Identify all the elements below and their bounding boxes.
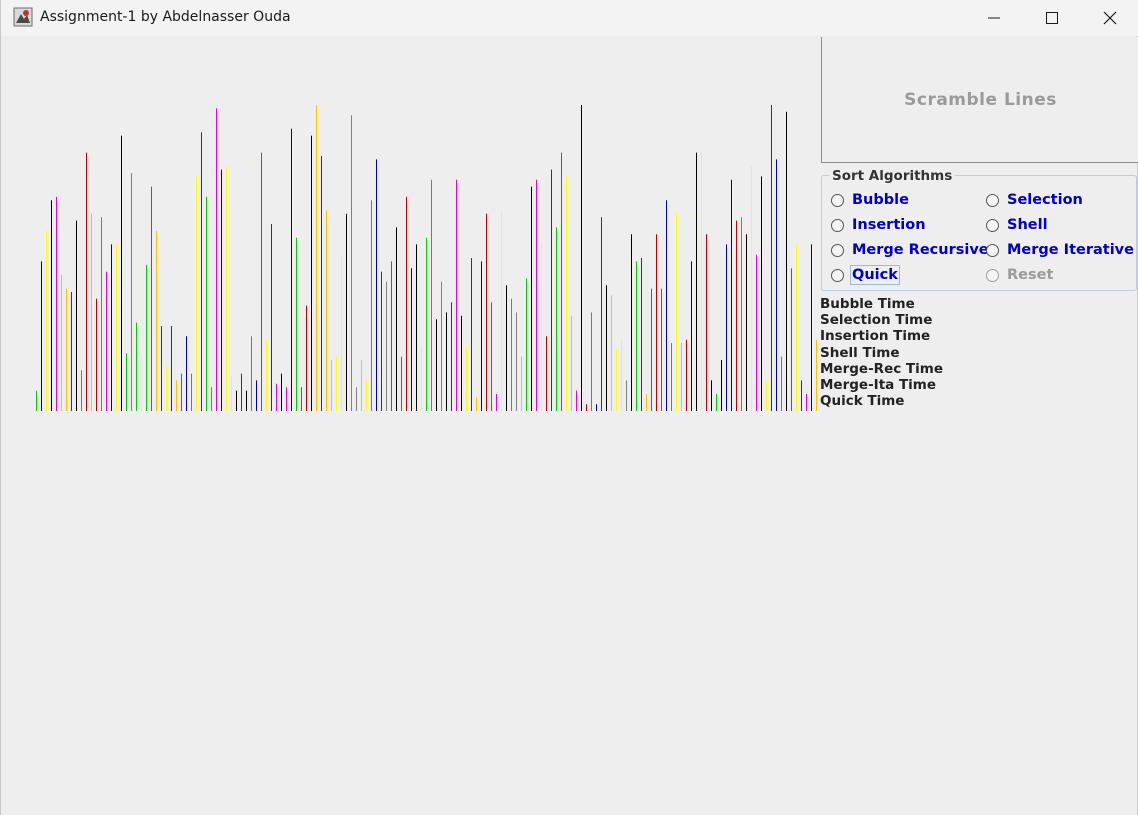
radio-label-reset: Reset: [1007, 267, 1054, 283]
radio-circle[interactable]: [831, 193, 844, 207]
radio-circle[interactable]: [831, 218, 844, 232]
close-button[interactable]: [1081, 0, 1138, 36]
selection-time-label: Selection Time: [820, 312, 933, 329]
scramble-lines-button[interactable]: Scramble Lines: [821, 37, 1138, 163]
radio-label-bubble: Bubble: [852, 192, 909, 208]
minimize-icon: [988, 17, 1000, 19]
radio-circle[interactable]: [986, 193, 999, 207]
radio-label-shell: Shell: [1007, 217, 1048, 233]
lines-canvas: [5, 36, 820, 811]
radio-reset: Reset: [986, 267, 1053, 283]
title-bar[interactable]: Assignment-1 by Abdelnasser Ouda: [1, 0, 1138, 36]
merge-rec-time-label: Merge-Rec Time: [820, 360, 943, 377]
radio-merge-iterative[interactable]: Merge Iterative: [986, 242, 1134, 258]
window-title: Assignment-1 by Abdelnasser Ouda: [40, 9, 291, 25]
merge-ita-time-label: Merge-Ita Time: [820, 377, 937, 394]
lines-plot: [36, 105, 817, 411]
radio-label-insertion: Insertion: [852, 217, 926, 233]
radio-insertion[interactable]: Insertion: [831, 217, 926, 233]
radio-selection[interactable]: Selection: [986, 192, 1083, 208]
scramble-lines-label: Scramble Lines: [904, 89, 1057, 110]
times-list: Bubble Time Selection Time Insertion Tim…: [820, 296, 943, 409]
radio-label-merge-iterative: Merge Iterative: [1007, 242, 1134, 258]
radio-quick[interactable]: Quick: [831, 265, 900, 285]
radio-circle[interactable]: [986, 218, 999, 232]
sort-algorithms-legend: Sort Algorithms: [829, 168, 956, 184]
sort-algorithms-panel: [821, 175, 1137, 291]
shell-time-label: Shell Time: [820, 344, 900, 361]
radio-label-merge-recursive: Merge Recursive: [852, 242, 989, 258]
radio-label-selection: Selection: [1007, 192, 1083, 208]
radio-merge-recursive[interactable]: Merge Recursive: [831, 242, 989, 258]
radio-label-quick: Quick: [850, 265, 900, 285]
minimize-button[interactable]: [965, 0, 1023, 36]
radio-circle: [986, 268, 999, 282]
java-app-icon: [13, 7, 33, 27]
close-icon: [1103, 11, 1117, 25]
quick-time-label: Quick Time: [820, 393, 905, 410]
bubble-time-label: Bubble Time: [820, 296, 915, 312]
maximize-button[interactable]: [1023, 0, 1081, 36]
insertion-time-label: Insertion Time: [820, 328, 931, 345]
radio-circle[interactable]: [831, 243, 844, 257]
radio-circle[interactable]: [831, 268, 844, 282]
radio-bubble[interactable]: Bubble: [831, 192, 909, 208]
maximize-icon: [1046, 12, 1058, 24]
radio-shell[interactable]: Shell: [986, 217, 1048, 233]
radio-circle[interactable]: [986, 243, 999, 257]
